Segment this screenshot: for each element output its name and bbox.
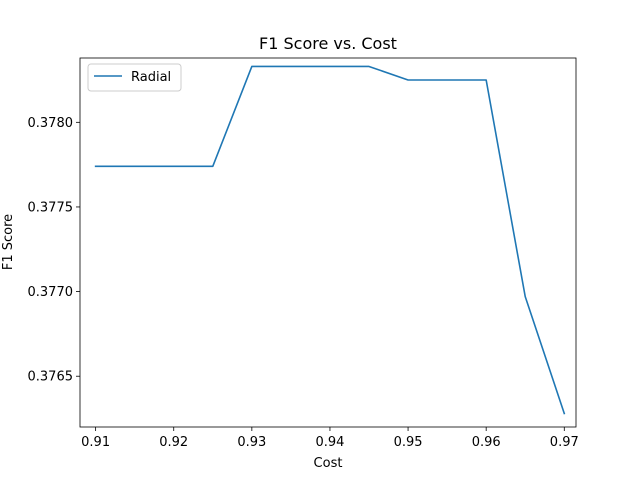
x-tick-label: 0.96 <box>472 435 501 450</box>
series-layer <box>94 65 566 415</box>
x-axis-label: Cost <box>314 456 343 471</box>
x-tick-label: 0.97 <box>550 435 579 450</box>
legend: Radial <box>87 63 182 92</box>
y-tick-label: 0.3765 <box>28 370 74 385</box>
x-tick-label: 0.91 <box>81 435 110 450</box>
y-tick-label: 0.3770 <box>28 285 74 300</box>
legend-box <box>87 63 182 92</box>
x-tick-label: 0.92 <box>159 435 188 450</box>
plot-frame <box>79 57 577 428</box>
x-tick-label: 0.93 <box>237 435 266 450</box>
y-axis-label: F1 Score <box>1 214 16 270</box>
x-tick-label: 0.94 <box>315 435 344 450</box>
plot-area <box>79 57 577 428</box>
y-tick-label: 0.3780 <box>28 116 74 131</box>
axes: 0.91 0.92 0.93 0.94 0.95 0.96 0.97 0.3765 0.3770… <box>28 116 579 450</box>
chart-title: F1 Score vs. Cost <box>259 34 397 53</box>
x-tick-label: 0.95 <box>394 435 423 450</box>
series-line-radial <box>94 65 566 415</box>
y-tick-label: 0.3775 <box>28 200 74 215</box>
legend-label-radial: Radial <box>131 70 171 85</box>
